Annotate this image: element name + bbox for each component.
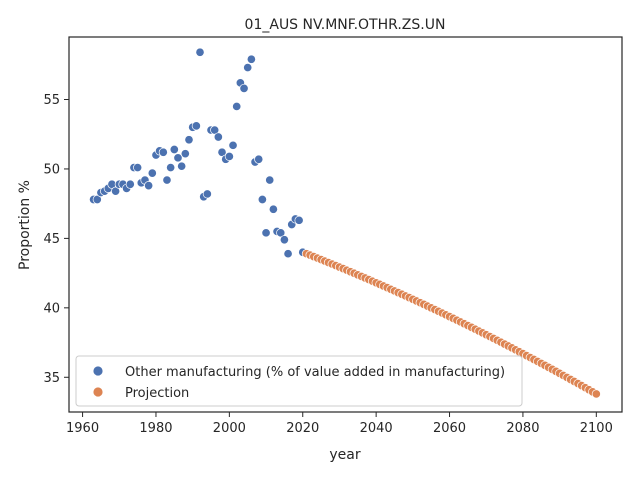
observed-point bbox=[243, 63, 253, 73]
x-tick-label: 2000 bbox=[213, 421, 246, 436]
chart-title: 01_AUS NV.MNF.OTHR.ZS.UN bbox=[245, 17, 446, 33]
y-axis-label: Proportion % bbox=[17, 180, 33, 270]
observed-point bbox=[246, 54, 256, 64]
y-tick-label: 50 bbox=[43, 162, 60, 177]
legend-label-projection: Projection bbox=[125, 386, 189, 401]
observed-point bbox=[213, 132, 223, 142]
observed-point bbox=[184, 135, 194, 145]
observed-point bbox=[111, 186, 121, 196]
observed-point bbox=[202, 189, 212, 199]
observed-point bbox=[166, 163, 176, 173]
observed-point bbox=[144, 181, 154, 191]
legend-marker-observed bbox=[92, 365, 104, 377]
x-tick-label: 2060 bbox=[433, 421, 466, 436]
x-axis-label: year bbox=[329, 447, 360, 463]
x-tick-label: 2100 bbox=[580, 421, 613, 436]
y-tick-label: 40 bbox=[43, 301, 60, 316]
x-tick-label: 1980 bbox=[139, 421, 172, 436]
observed-point bbox=[92, 194, 102, 205]
ticks-layer: 1960 1980 2000 2020 2040 2060 2080 2100 35 40 45 50… bbox=[43, 93, 612, 436]
legend-marker-projection bbox=[92, 386, 104, 398]
y-tick-label: 55 bbox=[43, 93, 60, 108]
projection-point bbox=[591, 389, 601, 399]
observed-point bbox=[217, 147, 227, 157]
x-tick-label: 2080 bbox=[506, 421, 539, 436]
y-tick-label: 35 bbox=[43, 371, 60, 386]
observed-point bbox=[158, 147, 168, 157]
observed-point bbox=[279, 235, 289, 245]
observed-point bbox=[173, 153, 183, 163]
observed-point bbox=[254, 154, 264, 164]
observed-point bbox=[276, 228, 286, 238]
points-layer bbox=[89, 47, 601, 399]
observed-point bbox=[177, 161, 187, 171]
observed-point bbox=[195, 47, 205, 57]
x-tick-label: 1960 bbox=[66, 421, 99, 436]
legend-label-observed: Other manufacturing (% of value added in… bbox=[125, 365, 505, 380]
observed-point bbox=[268, 204, 278, 214]
observed-point bbox=[147, 168, 157, 178]
plot-frame bbox=[68, 36, 623, 413]
observed-point bbox=[283, 249, 293, 259]
observed-point bbox=[265, 175, 275, 185]
observed-point bbox=[162, 175, 172, 185]
observed-point bbox=[125, 179, 135, 189]
legend: Other manufacturing (% of value added in… bbox=[75, 355, 523, 407]
observed-point bbox=[257, 194, 267, 205]
observed-point bbox=[224, 151, 234, 161]
observed-point bbox=[294, 215, 304, 225]
observed-point bbox=[210, 125, 220, 135]
observed-point bbox=[228, 140, 238, 150]
y-tick-label: 45 bbox=[43, 232, 60, 247]
x-tick-label: 2040 bbox=[360, 421, 393, 436]
legend-box bbox=[75, 355, 523, 407]
observed-point bbox=[191, 121, 201, 131]
observed-point bbox=[133, 163, 143, 173]
x-tick-label: 2020 bbox=[286, 421, 319, 436]
observed-point bbox=[239, 83, 249, 93]
observed-point bbox=[261, 228, 271, 238]
observed-point bbox=[169, 144, 179, 155]
observed-point bbox=[180, 149, 190, 159]
observed-point bbox=[232, 101, 242, 111]
